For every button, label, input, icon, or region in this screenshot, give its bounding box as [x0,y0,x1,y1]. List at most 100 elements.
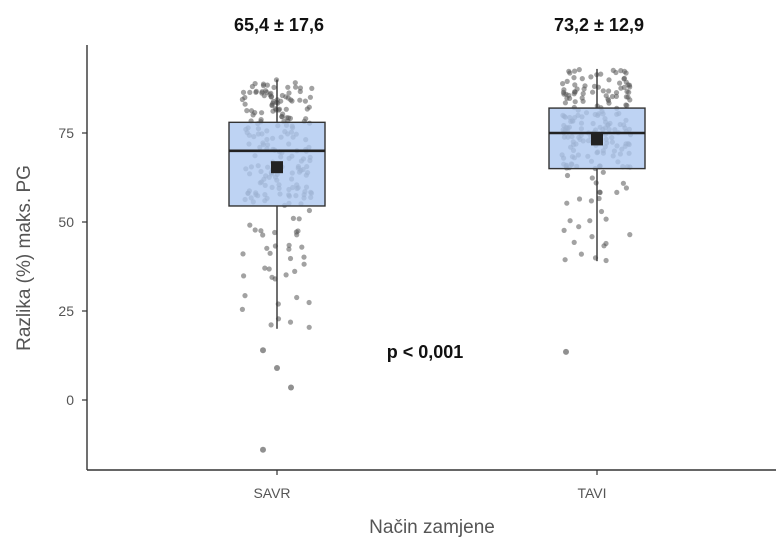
data-point [561,227,567,233]
boxes [228,68,646,329]
mean-sd-label: 65,4 ± 17,6 [234,15,324,35]
data-point [302,98,308,104]
data-point [240,251,246,257]
data-point [560,81,566,87]
data-point [240,89,247,95]
data-point [623,70,629,76]
data-point [603,93,609,99]
data-point [606,88,612,94]
data-point [242,101,248,107]
outlier-point [260,446,266,453]
data-point [588,74,594,80]
data-point [627,232,633,238]
data-point [299,244,305,250]
data-point [579,76,585,82]
data-point [306,324,312,330]
data-point [572,99,578,105]
data-point [578,251,585,257]
data-point [285,95,291,101]
data-point [566,68,572,74]
data-point [617,80,623,86]
data-point [283,106,289,112]
axes [86,45,776,471]
data-point [576,67,582,73]
data-point [285,84,291,90]
data-point [609,93,616,100]
data-point [603,216,609,222]
data-point [596,195,602,202]
data-point [603,257,609,264]
data-point [268,93,275,100]
data-point [283,272,289,278]
data-point [627,97,633,103]
data-point [244,108,250,114]
data-point [269,102,275,109]
x-tick-label: SAVR [253,485,290,501]
data-point [301,261,307,267]
data-point [239,96,245,103]
data-point [600,88,606,94]
y-tick-label: 50 [58,214,74,230]
data-point [613,90,620,96]
data-point [266,266,272,272]
data-point [259,110,265,116]
data-point [571,91,577,97]
data-point [576,224,582,230]
data-point [286,90,292,96]
data-point [613,93,620,99]
data-point [563,91,569,97]
data-point [590,89,596,95]
group-labels: 65,4 ± 17,6 73,2 ± 12,9 [234,15,644,35]
data-point [264,245,270,251]
mean-marker [271,161,283,174]
data-point [564,200,570,206]
data-point [587,218,593,224]
data-point [626,82,633,88]
data-point [294,232,300,238]
data-point [562,100,569,106]
data-point [620,180,627,186]
data-point [293,84,299,90]
data-point [297,85,303,91]
y-tick-label: 75 [58,125,74,141]
data-point [309,85,315,91]
y-axis-title: Razlika (%) maks. PG [14,165,35,351]
y-tick-label: 25 [58,303,74,319]
data-point [572,68,578,74]
data-point [606,77,612,83]
data-point [597,189,603,195]
data-point [562,257,568,263]
data-point [567,218,573,224]
outlier-point [563,348,569,355]
data-point [252,227,258,233]
outlier-point [274,365,280,371]
data-point [287,319,294,325]
mean-sd-label: 73,2 ± 12,9 [554,15,644,35]
data-point [624,88,630,95]
data-point [290,215,296,221]
data-point [294,294,300,301]
data-point [589,234,595,240]
data-point [260,232,266,238]
data-point [582,83,588,89]
data-point [589,175,595,181]
data-point [579,95,585,101]
data-point [623,94,630,100]
data-point [252,110,258,116]
data-point [247,89,253,95]
data-point [289,98,295,104]
data-point [258,228,264,234]
data-point [598,71,604,77]
data-point [618,85,624,91]
data-point [301,254,307,260]
data-point [600,169,606,175]
data-point [588,198,595,204]
y-tick-label: 0 [66,392,74,408]
data-point [564,172,571,179]
data-point [306,104,312,110]
mean-marker [591,133,603,146]
data-point [253,88,259,94]
data-point [564,78,570,84]
